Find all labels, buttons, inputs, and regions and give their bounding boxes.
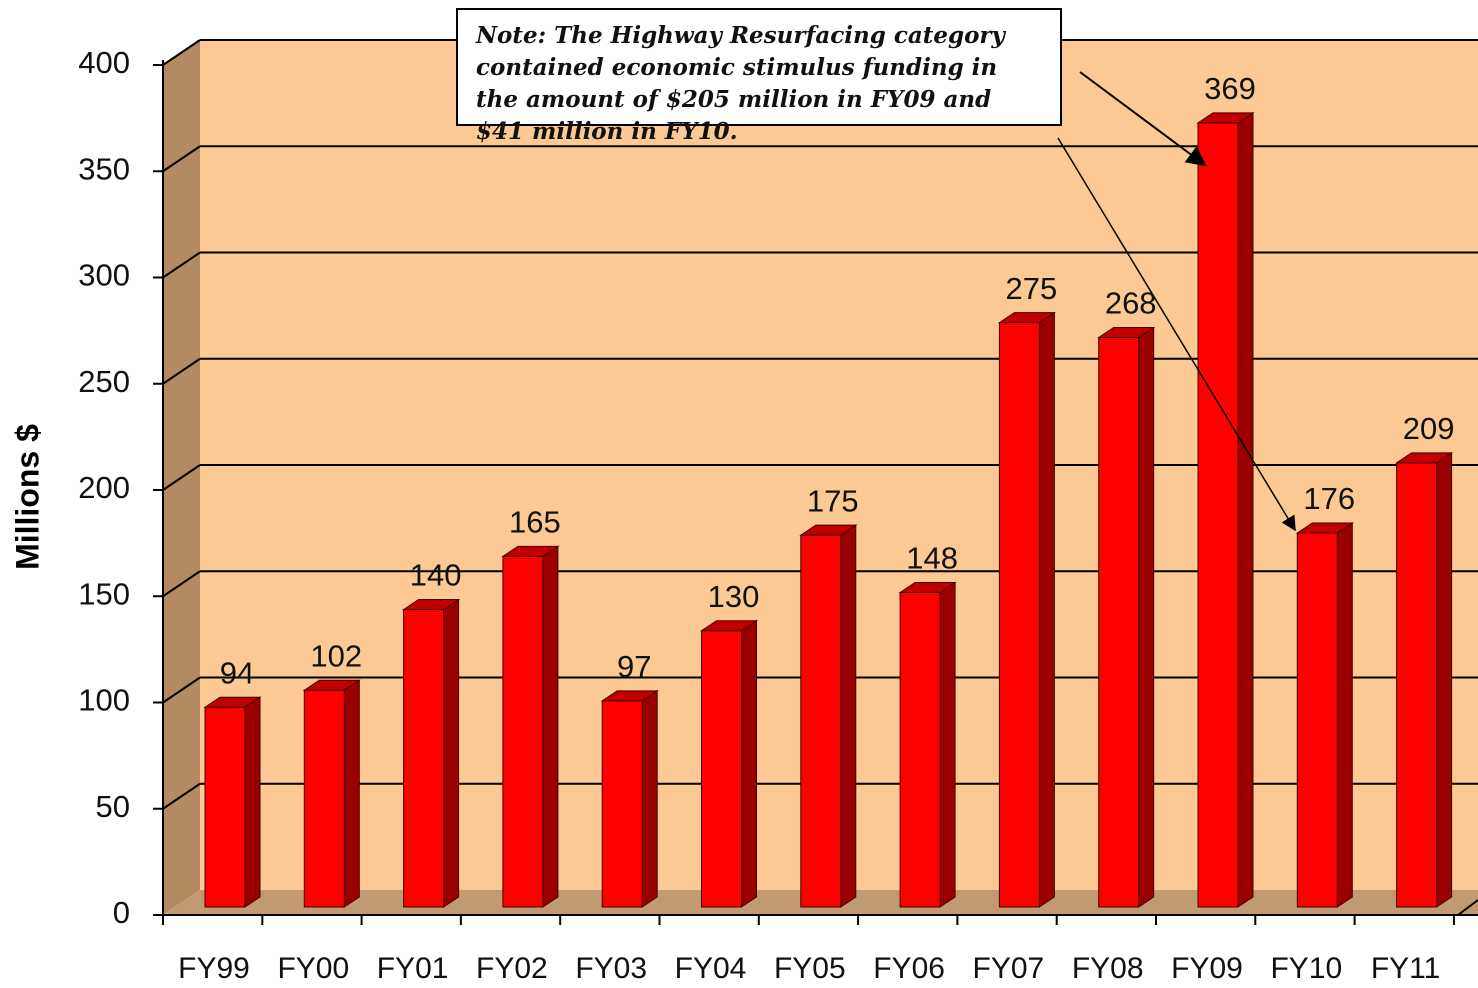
- arrow: [1057, 137, 1296, 532]
- bar: [998, 322, 1040, 908]
- grid-line: [162, 39, 201, 66]
- annotation: Note: The Highway Resurfacing category c…: [456, 8, 1062, 145]
- y-tick-label: 50: [96, 789, 130, 824]
- bar: [701, 630, 742, 908]
- data-label: 209: [1403, 411, 1455, 446]
- y-tick-label: 250: [78, 364, 130, 399]
- bar: [1098, 337, 1140, 908]
- data-label: 175: [807, 483, 859, 518]
- data-label: 268: [1105, 286, 1157, 321]
- bar: [899, 592, 941, 908]
- grid-line: [162, 145, 201, 173]
- x-tick-label: FY04: [675, 952, 747, 985]
- bar-side: [343, 679, 360, 908]
- bar-side: [840, 524, 857, 908]
- bar-side: [741, 619, 757, 908]
- bar-side: [1038, 311, 1055, 908]
- bar: [1296, 532, 1338, 908]
- bar-side: [939, 581, 956, 908]
- grid-line: [162, 782, 201, 810]
- bar-side: [641, 689, 658, 908]
- arrow: [1079, 71, 1207, 167]
- data-label: 369: [1204, 71, 1256, 106]
- x-tick-label: FY05: [774, 952, 846, 985]
- bar: [1197, 122, 1239, 908]
- bar: [502, 555, 544, 908]
- x-tick-label: FY11: [1371, 952, 1440, 985]
- grid-line: [162, 464, 201, 491]
- bar-side: [1436, 451, 1453, 908]
- x-tick-label: FY06: [873, 952, 945, 985]
- grid-line: [162, 357, 201, 385]
- x-tick-label: FY08: [1072, 952, 1144, 985]
- bar: [403, 609, 445, 908]
- data-label: 94: [220, 655, 254, 690]
- data-label: 140: [410, 558, 462, 593]
- grid-line: [162, 251, 201, 279]
- y-tick-label: 150: [78, 576, 130, 611]
- data-label: 176: [1303, 481, 1355, 516]
- bar-side: [244, 696, 261, 908]
- x-tick-label: FY03: [575, 952, 647, 985]
- x-tick-label: FY99: [178, 952, 250, 985]
- y-tick-label: 100: [78, 683, 130, 718]
- bar-side: [1336, 522, 1353, 908]
- bar-side: [542, 545, 559, 908]
- y-tick-label: 400: [78, 45, 130, 80]
- bar: [800, 534, 842, 908]
- data-label: 97: [617, 649, 651, 684]
- bar: [1396, 462, 1438, 908]
- bar: [601, 700, 643, 908]
- data-label: 102: [310, 638, 362, 673]
- y-tick-label: 350: [78, 151, 130, 186]
- bar-side: [443, 598, 460, 908]
- bar: [303, 689, 345, 908]
- y-tick-label: 300: [78, 258, 130, 293]
- x-tick-label: FY09: [1171, 952, 1243, 985]
- x-tick-label: FY10: [1270, 952, 1342, 985]
- grid-line: [162, 676, 201, 704]
- data-label: 130: [708, 579, 760, 614]
- y-tick-label: 0: [113, 895, 130, 930]
- bar-side: [1237, 111, 1254, 908]
- x-tick-label: FY01: [377, 952, 449, 985]
- x-tick-label: FY00: [277, 952, 349, 985]
- bar-side: [1138, 326, 1155, 908]
- y-tick-label: 200: [78, 470, 130, 505]
- x-tick-label: FY02: [476, 952, 548, 985]
- floor-edge: [1457, 899, 1478, 916]
- data-label: 148: [906, 541, 958, 576]
- grid-line: [162, 570, 201, 598]
- x-tick-label: FY07: [973, 952, 1045, 985]
- y-axis-label: Millions $: [9, 424, 45, 570]
- data-label: 275: [1006, 271, 1058, 306]
- bar: [204, 706, 246, 908]
- data-label: 165: [509, 505, 561, 540]
